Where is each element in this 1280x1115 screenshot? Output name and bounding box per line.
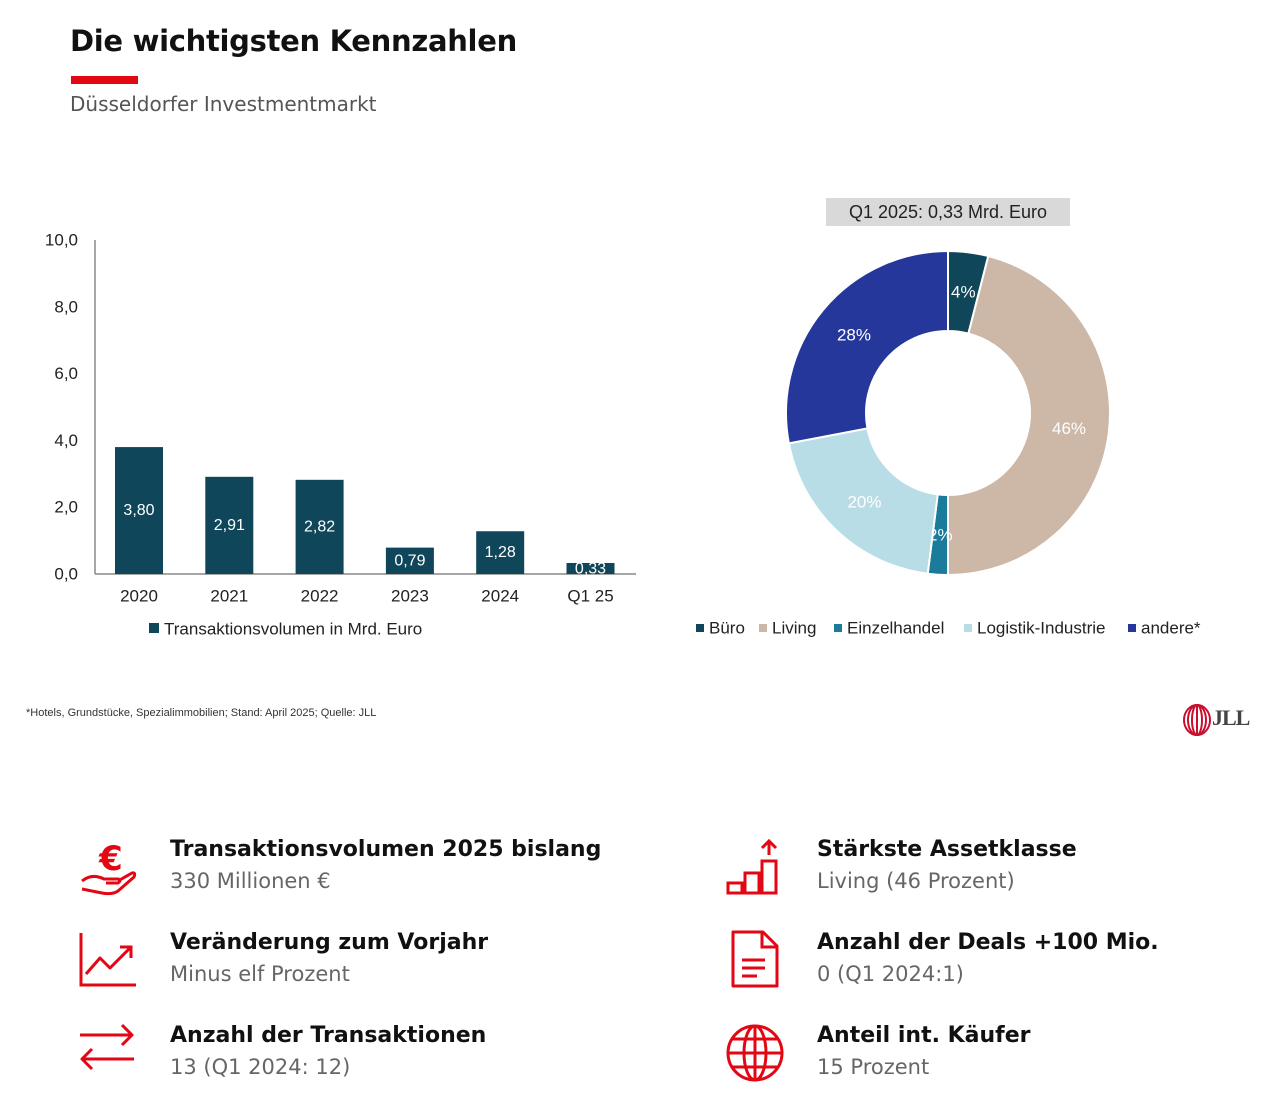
kpi-value: Minus elf Prozent: [170, 962, 350, 986]
bar-2022: [295, 479, 344, 574]
kpi-transaction-volume: € Transaktionsvolumen 2025 bislang 330 M…: [78, 837, 601, 907]
jll-logo-icon: [1183, 704, 1211, 736]
bar-data-label: 0,79: [394, 552, 425, 569]
legend-label-donut: andere*: [1141, 619, 1201, 638]
x-tick-label: 2022: [301, 587, 339, 606]
bar-2020: [115, 447, 163, 574]
x-tick-label: 2021: [210, 587, 248, 606]
legend-swatch-4: [1128, 624, 1136, 632]
bar-data-label: 0,33: [575, 561, 606, 578]
charts-canvas: 0,0 2,0 4,0 6,0 8,0 10,0 3,80 2020 2,91 2021 2,82 2…: [45, 198, 1201, 639]
kpi-deals-over-100: Anzahl der Deals +100 Mio. 0 (Q1 2024:1): [725, 930, 1195, 1000]
donut-slice-living: [947, 254, 1111, 577]
legend-label-donut: Logistik-Industrie: [977, 619, 1106, 638]
kpi-label: Veränderung zum Vorjahr: [170, 930, 489, 955]
kpi-label: Stärkste Assetklasse: [817, 837, 1077, 862]
bar-data-label: 1,28: [485, 544, 516, 561]
bar-data-label: 2,82: [304, 518, 335, 535]
x-tick-label: Q1 25: [567, 587, 613, 606]
bar-Q1-25: [566, 562, 615, 574]
legend-swatch-bar-series: [149, 623, 159, 633]
kpi-value: 330 Millionen €: [170, 869, 331, 893]
steps-up-icon: [726, 838, 778, 895]
page-title: Die wichtigsten Kennzahlen: [70, 24, 517, 58]
x-tick-label: 2023: [391, 587, 429, 606]
legend-label-donut: Einzelhandel: [847, 619, 944, 638]
footnote: *Hotels, Grundstücke, Spezialimmobilien;…: [26, 707, 377, 719]
donut-slice-logistikindustrie: [787, 427, 939, 575]
legend-swatch-1: [759, 624, 767, 632]
kpi-strongest-asset-class: Stärkste Assetklasse Living (46 Prozent): [725, 837, 1195, 907]
globe-icon: [726, 1024, 784, 1082]
donut-title-background: [826, 198, 1070, 226]
legend-swatch-3: [964, 624, 972, 632]
kpi-transaction-count: Anzahl der Transaktionen 13 (Q1 2024: 12…: [78, 1023, 548, 1093]
kpi-international-buyers: Anteil int. Käufer 15 Prozent: [725, 1023, 1195, 1093]
kpi-label: Anzahl der Transaktionen: [170, 1023, 487, 1048]
bar-2024: [476, 531, 525, 574]
kpi-change-previous-year: Veränderung zum Vorjahr Minus elf Prozen…: [78, 930, 548, 1000]
jll-logo-text: JLL: [1212, 705, 1250, 730]
donut-data-label: 46%: [1052, 419, 1086, 438]
kpi-value: 15 Prozent: [817, 1055, 930, 1079]
y-tick-label: 4,0: [54, 431, 78, 450]
page-subtitle: Düsseldorfer Investmentmarkt: [70, 92, 377, 116]
svg-text:€: €: [98, 839, 123, 879]
x-tick-label: 2020: [120, 587, 158, 606]
donut-data-label: 20%: [847, 492, 881, 511]
kpi-value: Living (46 Prozent): [817, 869, 1015, 893]
y-tick-label: 2,0: [54, 498, 78, 517]
y-tick-label: 8,0: [54, 297, 78, 316]
kpi-label: Anzahl der Deals +100 Mio.: [817, 930, 1159, 955]
title-accent-bar: [71, 76, 138, 84]
kpi-value: 13 (Q1 2024: 12): [170, 1055, 351, 1079]
document-icon: [731, 930, 779, 988]
donut-data-label: 4%: [951, 282, 976, 301]
bar-2023: [385, 547, 434, 574]
y-tick-label: 10,0: [45, 231, 78, 250]
trend-chart-icon: [79, 933, 136, 987]
legend-swatch-2: [834, 624, 842, 632]
bar-data-label: 3,80: [123, 502, 154, 519]
bar-data-label: 2,91: [214, 517, 245, 534]
y-tick-label: 0,0: [54, 565, 78, 584]
donut-data-label: 28%: [837, 326, 871, 345]
legend-label-donut: Living: [772, 619, 816, 638]
bar-2021: [205, 476, 254, 574]
legend-label-donut: Büro: [709, 619, 745, 638]
legend-swatch-0: [696, 624, 704, 632]
kpi-label: Anteil int. Käufer: [817, 1023, 1031, 1048]
exchange-arrows-icon: [80, 1023, 134, 1071]
y-tick-label: 6,0: [54, 364, 78, 383]
jll-logo: JLL: [1182, 703, 1262, 739]
legend-label-bar-series: Transaktionsvolumen in Mrd. Euro: [164, 620, 422, 639]
x-tick-label: 2024: [481, 587, 519, 606]
kpi-value: 0 (Q1 2024:1): [817, 962, 964, 986]
donut-title: Q1 2025: 0,33 Mrd. Euro: [849, 202, 1047, 222]
donut-slice-andere: [785, 249, 949, 445]
kpi-label: Transaktionsvolumen 2025 bislang: [170, 837, 602, 862]
euro-hand-icon: €: [81, 839, 137, 896]
